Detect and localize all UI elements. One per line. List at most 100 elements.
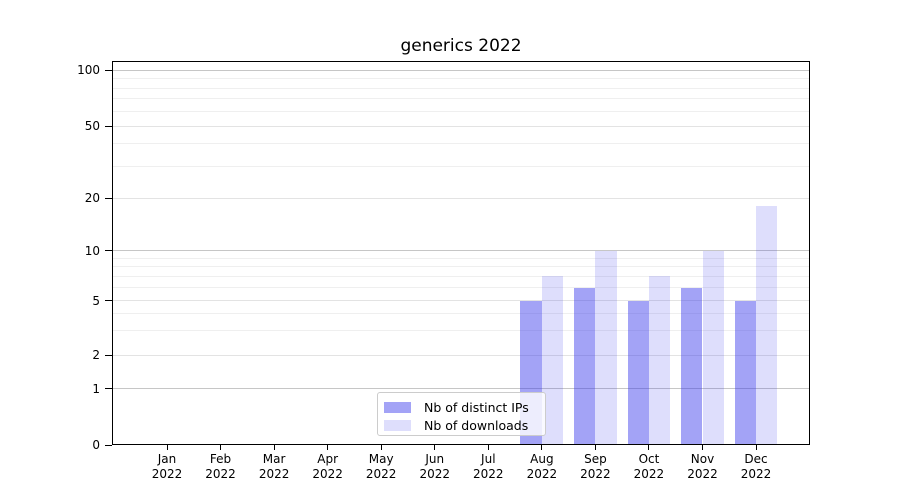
y-axis-tick — [105, 354, 112, 356]
y-gridline-minor — [113, 287, 809, 289]
x-tick-year: 2022 — [205, 466, 236, 481]
x-axis-tick-label: Aug 2022 — [510, 452, 574, 481]
x-tick-year: 2022 — [633, 466, 665, 481]
y-gridline-minor — [113, 143, 809, 145]
y-gridline-minor-labeled — [113, 354, 809, 356]
y-gridline-major — [113, 388, 809, 389]
x-axis-tick — [166, 445, 168, 450]
y-axis-tick — [105, 250, 112, 252]
x-tick-year: 2022 — [365, 466, 397, 481]
x-axis-tick — [594, 445, 596, 450]
y-gridline-major — [113, 69, 809, 71]
bar-downloads — [541, 276, 564, 445]
y-axis-tick-label: 50 — [84, 119, 100, 133]
y-axis-tick — [105, 69, 112, 71]
x-tick-month: Apr — [317, 452, 339, 466]
y-gridline-minor — [113, 330, 809, 332]
y-gridline-minor — [113, 275, 809, 277]
x-tick-month: Nov — [690, 452, 715, 466]
x-tick-month: Jun — [425, 452, 445, 466]
x-axis-tick-label: May 2022 — [349, 452, 413, 481]
bar-downloads — [702, 250, 724, 445]
x-axis-tick — [541, 445, 543, 450]
legend-row-distinct-ips: Nb of distinct IPs — [378, 398, 545, 416]
legend-label-downloads: Nb of downloads — [424, 417, 529, 433]
chart-title: generics 2022 — [400, 36, 522, 56]
y-gridline-minor — [113, 98, 809, 100]
x-tick-month: Mar — [262, 452, 286, 466]
x-axis-tick-label: Nov 2022 — [671, 452, 735, 481]
y-gridline-minor — [113, 257, 809, 259]
legend-swatch-downloads — [384, 419, 411, 431]
y-gridline-minor-labeled — [113, 125, 809, 127]
x-axis-tick — [380, 445, 382, 450]
y-axis-tick-label: 0 — [92, 438, 100, 452]
y-axis-tick-label: 1 — [92, 381, 100, 396]
y-gridline-minor — [113, 87, 809, 89]
x-axis-tick — [220, 445, 222, 450]
y-axis-tick — [105, 300, 112, 302]
legend: Nb of distinct IPs Nb of downloads — [377, 392, 546, 436]
x-tick-year: 2022 — [419, 466, 451, 481]
y-axis-tick-label: 2 — [92, 348, 100, 362]
y-axis-tick — [105, 197, 112, 199]
x-axis-tick — [648, 445, 650, 450]
x-tick-year: 2022 — [526, 466, 558, 481]
x-axis-tick — [434, 445, 436, 450]
x-tick-month: May — [368, 452, 394, 466]
legend-label-distinct-ips: Nb of distinct IPs — [424, 399, 529, 415]
x-tick-year: 2022 — [312, 466, 343, 481]
bar-distinct-ips — [574, 287, 596, 445]
x-tick-year: 2022 — [258, 466, 290, 481]
y-axis-tick-label: 10 — [84, 243, 100, 258]
x-axis-tick-label: Apr 2022 — [296, 452, 360, 481]
x-tick-year: 2022 — [740, 466, 772, 481]
y-axis-tick — [105, 388, 112, 389]
y-axis-tick-label: 20 — [84, 191, 100, 205]
x-axis-tick-label: Oct 2022 — [617, 452, 681, 481]
bar-distinct-ips — [681, 287, 703, 445]
y-axis-tick-label: 100 — [77, 63, 100, 77]
x-tick-year: 2022 — [151, 466, 183, 481]
x-tick-year: 2022 — [580, 466, 611, 481]
bar-downloads — [595, 250, 617, 445]
x-axis-tick — [755, 445, 757, 450]
x-axis-tick-label: Sep 2022 — [563, 452, 627, 481]
y-gridline-minor — [113, 266, 809, 268]
y-axis-tick — [105, 444, 112, 446]
x-tick-month: Sep — [584, 452, 607, 466]
y-gridline-major — [113, 250, 809, 252]
y-gridline-minor-labeled — [113, 197, 809, 199]
bar-downloads — [756, 206, 778, 445]
y-gridline-minor — [113, 78, 809, 79]
x-axis-tick-label: Feb 2022 — [189, 452, 253, 481]
y-gridline-minor — [113, 313, 809, 315]
x-axis-tick-label: Dec 2022 — [724, 452, 788, 481]
x-tick-month: Jul — [481, 452, 496, 466]
bar-downloads — [648, 276, 671, 445]
legend-row-downloads: Nb of downloads — [378, 416, 545, 434]
x-axis-tick — [702, 445, 703, 450]
x-axis-tick-label: Mar 2022 — [242, 452, 306, 481]
y-gridline-minor-labeled — [113, 300, 809, 302]
x-tick-month: Feb — [209, 452, 232, 466]
bar-distinct-ips — [627, 300, 649, 445]
y-axis-tick — [105, 125, 112, 127]
legend-swatch-distinct-ips — [384, 401, 411, 413]
x-tick-month: Aug — [530, 452, 554, 466]
x-axis-tick — [327, 445, 329, 450]
x-tick-month: Oct — [638, 452, 660, 466]
x-tick-month: Jan — [157, 452, 177, 466]
x-axis-tick-label: Jul 2022 — [456, 452, 520, 481]
bar-distinct-ips — [734, 300, 757, 445]
x-axis-tick — [273, 445, 275, 450]
x-tick-month: Dec — [744, 452, 768, 466]
x-axis-tick-label: Jun 2022 — [403, 452, 467, 481]
x-tick-year: 2022 — [687, 466, 718, 481]
x-axis-tick — [487, 445, 489, 450]
x-axis-tick-label: Jan 2022 — [135, 452, 199, 481]
y-gridline-minor — [113, 165, 809, 167]
y-gridline-minor — [113, 110, 809, 112]
x-tick-year: 2022 — [473, 466, 504, 481]
